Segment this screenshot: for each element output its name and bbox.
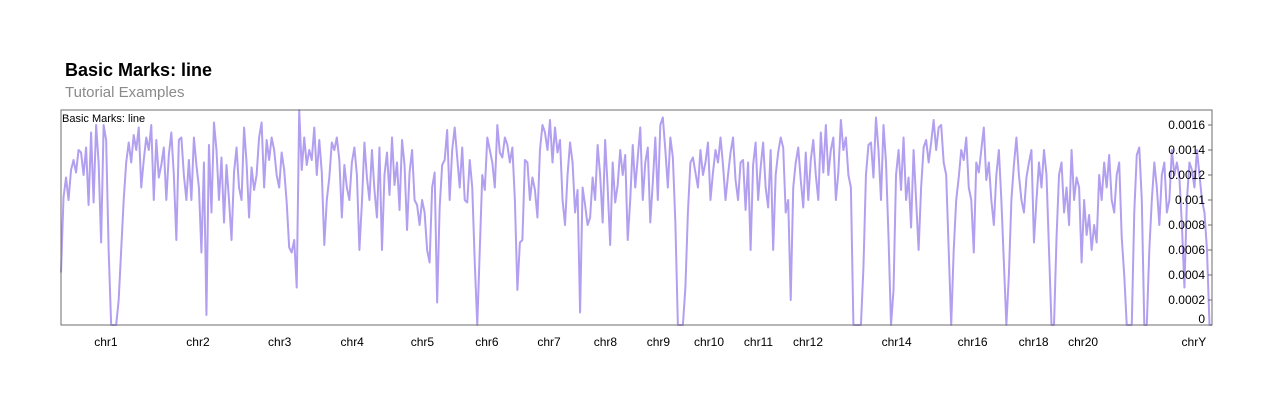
x-tick-label: chr1 bbox=[94, 335, 118, 349]
y-tick-label: 0.0002 bbox=[1168, 293, 1205, 307]
x-tick-label: chr5 bbox=[411, 335, 435, 349]
x-tick-label: chr14 bbox=[882, 335, 912, 349]
y-tick-label: 0 bbox=[1198, 312, 1205, 326]
x-tick-label: chr2 bbox=[186, 335, 210, 349]
y-tick-label: 0.0008 bbox=[1168, 218, 1205, 232]
x-axis: chr1 chr2 chr3 chr4 chr5 chr6 chr7 chr8 chr9 chr1… bbox=[94, 335, 1206, 349]
y-tick-label: 0.0016 bbox=[1168, 118, 1205, 132]
x-tick-label: chr18 bbox=[1019, 335, 1049, 349]
page-title: Basic Marks: line bbox=[65, 60, 213, 80]
x-tick-label: chr3 bbox=[268, 335, 292, 349]
y-tick-label: 0.0012 bbox=[1168, 168, 1205, 182]
x-tick-label: chr10 bbox=[694, 335, 724, 349]
x-tick-label: chr11 bbox=[744, 335, 773, 349]
x-tick-label: chr6 bbox=[475, 335, 499, 349]
x-tick-label: chr20 bbox=[1068, 335, 1098, 349]
x-tick-label: chr16 bbox=[958, 335, 988, 349]
x-tick-label: chr8 bbox=[594, 335, 618, 349]
line-series bbox=[60, 109, 1212, 326]
x-tick-label: chrY bbox=[1182, 335, 1207, 349]
track-frame bbox=[60, 109, 1213, 326]
y-tick-label: 0.0004 bbox=[1168, 268, 1205, 282]
y-axis: 0 0.0002 0.0004 0.0006 0.0008 0.001 0.0012 0.00… bbox=[1168, 118, 1212, 326]
x-tick-label: chr12 bbox=[793, 335, 823, 349]
line-layer bbox=[60, 109, 1212, 326]
y-tick-label: 0.0014 bbox=[1168, 143, 1205, 157]
page-subtitle: Tutorial Examples bbox=[65, 84, 185, 101]
x-tick-label: chr9 bbox=[647, 335, 671, 349]
x-tick-label: chr7 bbox=[537, 335, 561, 349]
y-tick-label: 0.0006 bbox=[1168, 243, 1205, 257]
y-tick-label: 0.001 bbox=[1175, 193, 1205, 207]
x-tick-label: chr4 bbox=[341, 335, 365, 349]
track-label: Basic Marks: line bbox=[62, 113, 145, 125]
